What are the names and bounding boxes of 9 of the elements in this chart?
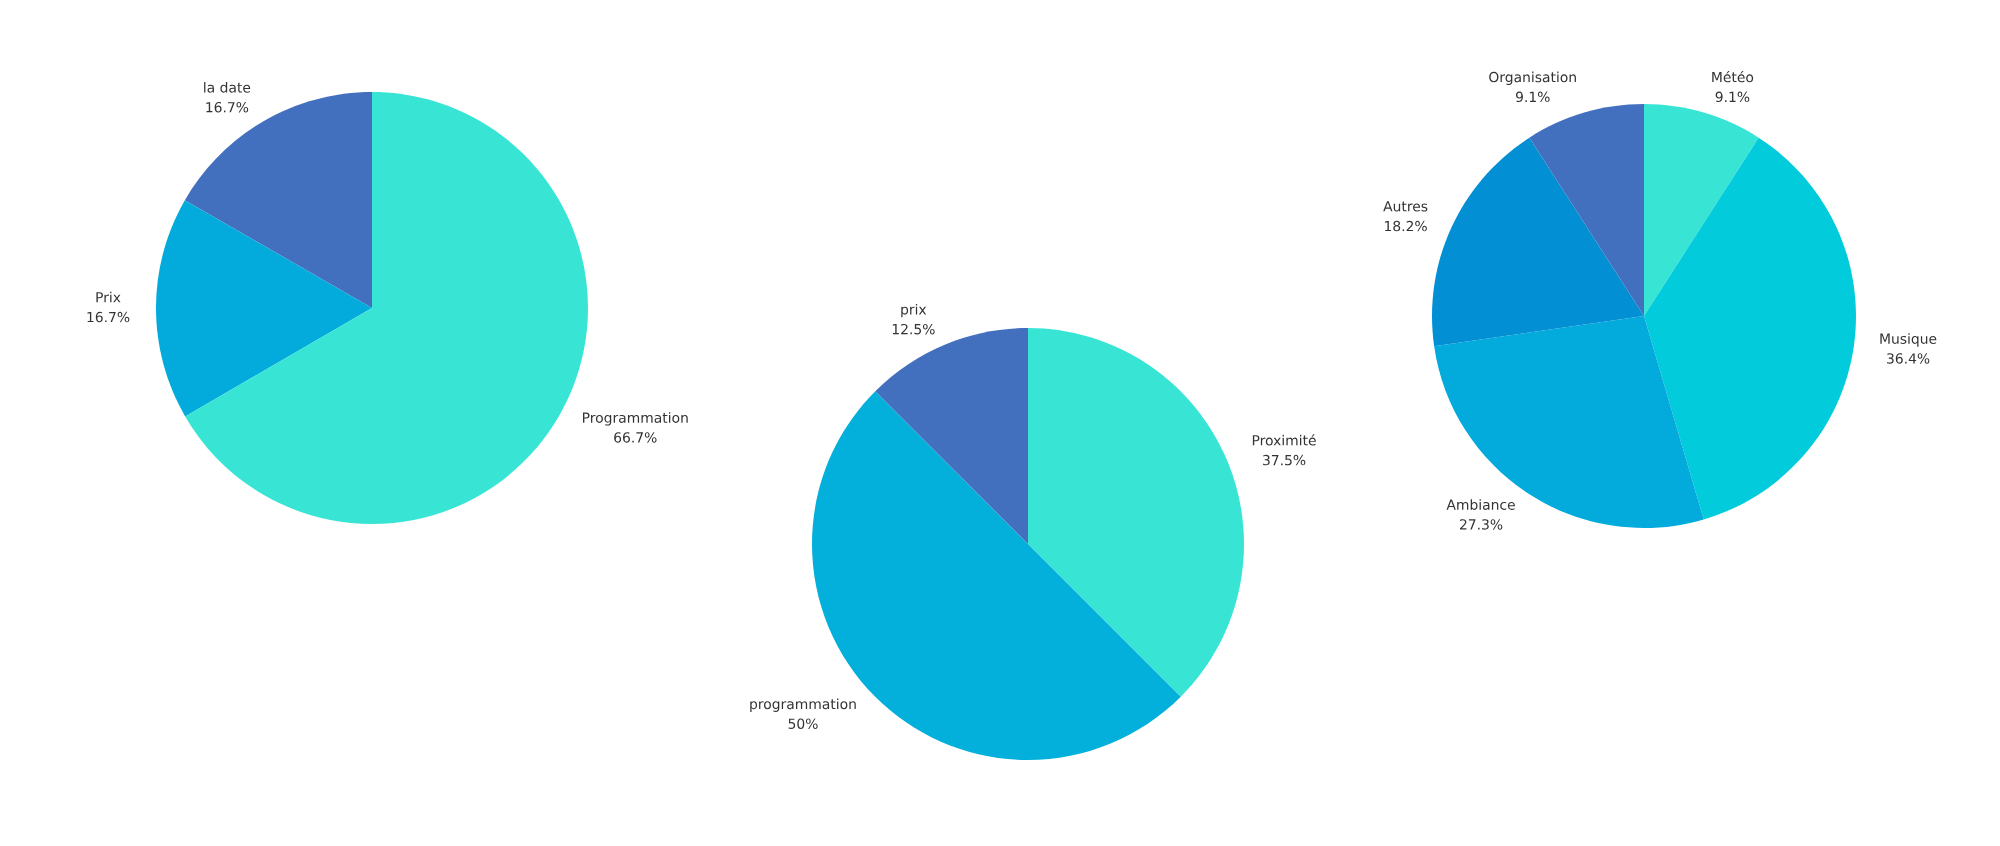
- pie-slice: [184, 92, 372, 308]
- pie-slice: [1432, 137, 1644, 347]
- pie-slice: [1644, 104, 1759, 316]
- pie-slice: [875, 328, 1028, 544]
- pie-slice: [1529, 104, 1644, 316]
- pie-slice: [1028, 328, 1244, 697]
- pie-slice: [156, 200, 372, 417]
- pie-slice: [1644, 137, 1856, 520]
- pie-slice: [1434, 316, 1704, 528]
